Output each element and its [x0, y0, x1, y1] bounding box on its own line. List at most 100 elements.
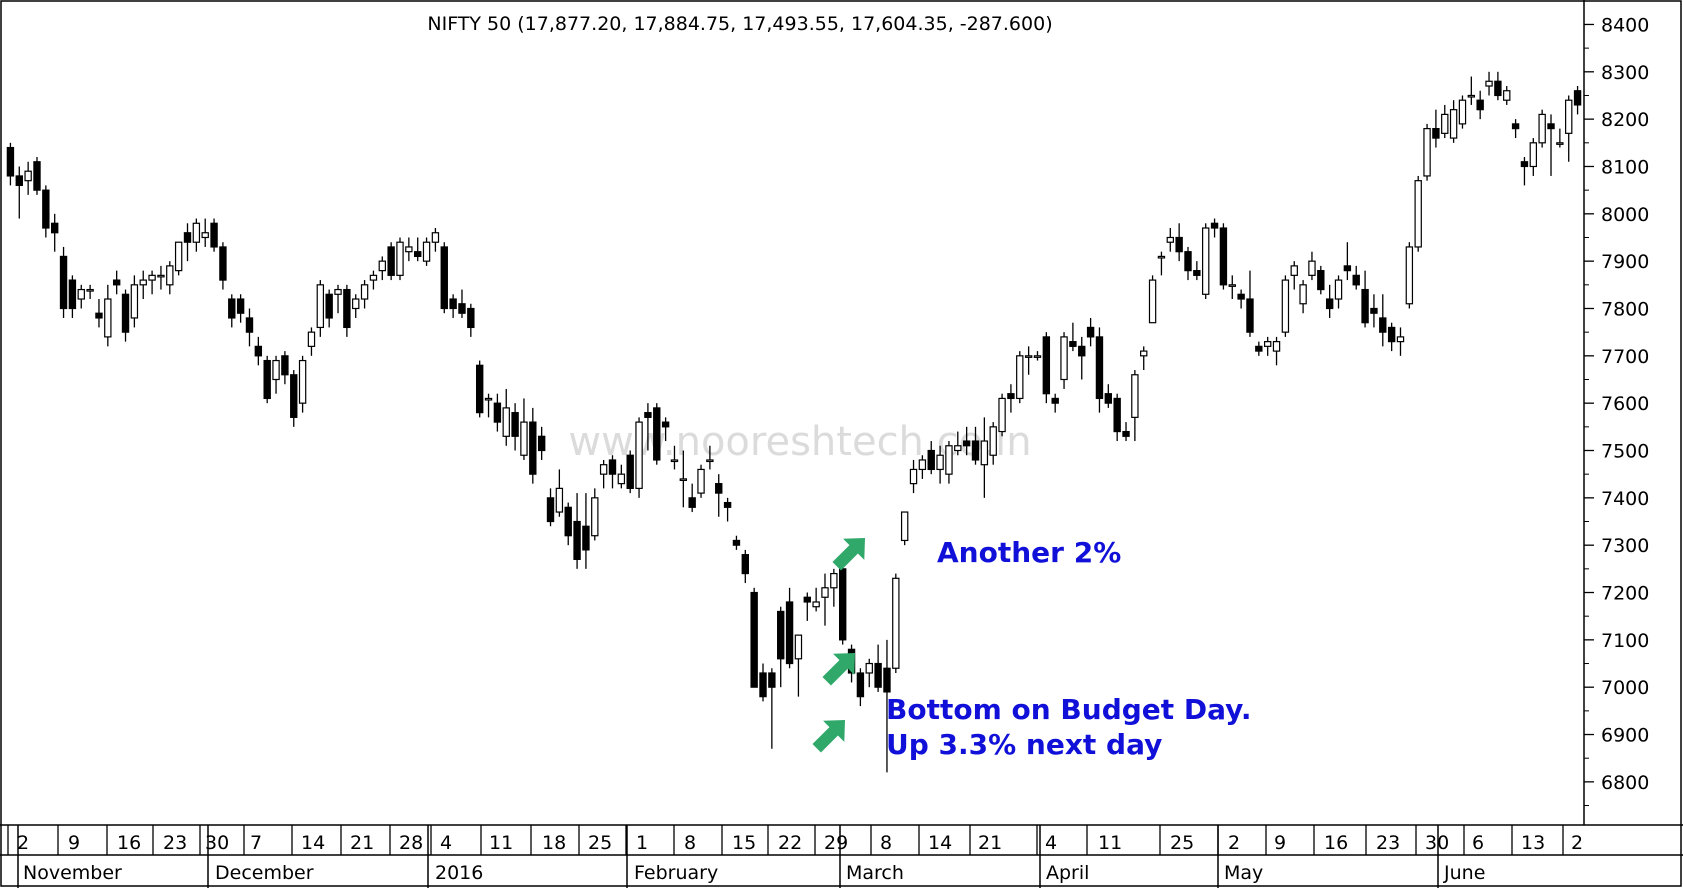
- candle-body: [1210, 222, 1219, 229]
- candle-body: [1263, 341, 1272, 347]
- candle: [954, 431, 962, 456]
- candle-body: [219, 246, 227, 281]
- candle-body: [86, 288, 94, 292]
- candle-body: [1246, 298, 1254, 333]
- y-tick-label: 7500: [1601, 441, 1649, 463]
- candle-body: [750, 591, 758, 688]
- candle-body: [307, 331, 316, 347]
- candle-body: [591, 497, 599, 537]
- candle: [1467, 76, 1476, 105]
- candle-body: [166, 265, 174, 286]
- x-date-label: 13: [1521, 832, 1545, 854]
- candle-body: [1547, 123, 1555, 130]
- candle: [1290, 261, 1298, 290]
- candle: [1104, 384, 1113, 408]
- candle-body: [661, 421, 670, 428]
- candle: [617, 464, 626, 489]
- candle: [369, 270, 378, 290]
- candle-body: [33, 161, 41, 191]
- candle-body: [112, 279, 121, 286]
- y-tick-label: 7000: [1601, 677, 1649, 699]
- candle: [166, 261, 174, 295]
- x-month-label: March: [846, 862, 904, 884]
- candle: [378, 256, 386, 281]
- candle: [830, 568, 838, 607]
- candle-body: [1467, 94, 1476, 98]
- candle-body: [1361, 288, 1369, 324]
- candle-body: [706, 459, 714, 463]
- candle: [449, 294, 457, 318]
- candle-body: [352, 298, 360, 310]
- candle: [511, 403, 519, 451]
- candle: [298, 355, 307, 413]
- candle-body: [502, 407, 510, 437]
- candle: [387, 242, 395, 281]
- candle: [343, 284, 351, 337]
- candle: [1140, 346, 1148, 371]
- candle: [1042, 332, 1051, 404]
- candle: [254, 336, 263, 366]
- candle-body: [139, 279, 147, 286]
- candle-body: [24, 170, 32, 182]
- candle: [1175, 223, 1183, 262]
- candle: [892, 573, 900, 673]
- x-date-label: 7: [250, 832, 262, 854]
- candle-body: [1520, 161, 1529, 168]
- candle: [121, 289, 130, 342]
- x-date-label: 6: [1472, 832, 1484, 854]
- candle: [112, 270, 121, 295]
- candle-body: [785, 601, 794, 665]
- candle-body: [1202, 227, 1210, 295]
- candle-body: [1016, 355, 1024, 400]
- candle-body: [962, 440, 971, 447]
- candle-body: [626, 454, 634, 489]
- candle-body: [856, 672, 865, 698]
- x-date-label: 2: [1228, 832, 1240, 854]
- candle: [192, 218, 201, 252]
- candle-body: [325, 293, 333, 319]
- candle-body: [573, 520, 581, 560]
- candle-body: [1272, 341, 1281, 352]
- candle-body: [1565, 99, 1573, 134]
- candle: [1281, 275, 1290, 337]
- candle-body: [520, 421, 528, 456]
- candle: [644, 403, 652, 451]
- candle: [405, 237, 413, 262]
- candle: [706, 445, 714, 470]
- x-month-label: April: [1046, 862, 1089, 884]
- candle-body: [1140, 350, 1148, 357]
- candle-body: [1095, 336, 1104, 400]
- candle-body: [954, 445, 962, 452]
- candle-body: [529, 421, 537, 475]
- candle: [759, 663, 767, 702]
- candle-body: [68, 279, 77, 310]
- candle: [874, 644, 882, 692]
- x-month-label: June: [1443, 862, 1485, 884]
- candle-body: [1476, 99, 1484, 111]
- candle: [334, 284, 342, 314]
- annotation-text: Up 3.3% next day: [886, 728, 1162, 761]
- y-tick-label: 8100: [1601, 156, 1649, 178]
- candle: [201, 218, 209, 247]
- candle: [980, 417, 989, 498]
- candle: [1379, 294, 1387, 347]
- candle-body: [1299, 284, 1307, 305]
- candle: [24, 161, 32, 195]
- x-date-label: 25: [1170, 832, 1194, 854]
- candle-body: [104, 298, 112, 338]
- candle-body: [1538, 113, 1546, 144]
- candle-body: [201, 232, 209, 239]
- candle-body: [1060, 336, 1068, 381]
- candle-body: [1166, 236, 1174, 243]
- candle-body: [768, 672, 776, 688]
- candle: [1405, 242, 1414, 309]
- candle-body: [77, 288, 85, 300]
- candle-body: [183, 232, 192, 243]
- candle: [1396, 327, 1405, 356]
- x-date-label: 11: [489, 832, 513, 854]
- candle-body: [511, 412, 519, 437]
- candle-body: [1131, 374, 1139, 418]
- annotation-arrow: [812, 720, 845, 753]
